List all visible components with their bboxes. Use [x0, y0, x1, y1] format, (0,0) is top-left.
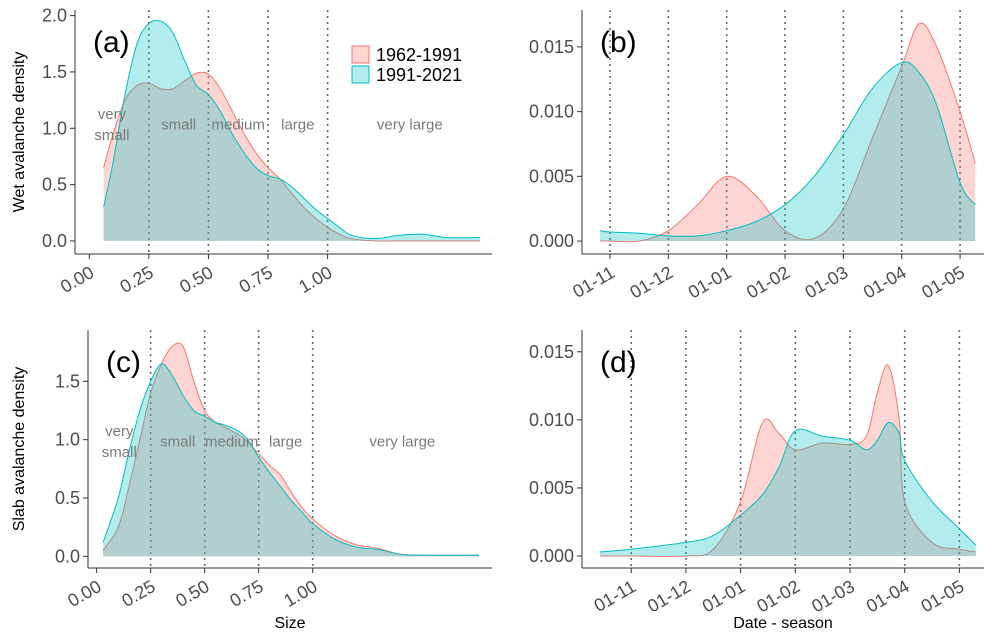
density-area	[600, 422, 976, 557]
class-label: medium	[204, 433, 259, 451]
density-line	[102, 342, 480, 556]
density-area	[103, 342, 480, 557]
legend-swatch	[351, 65, 370, 84]
x-tick-label: 01-12	[644, 576, 694, 616]
x-tick-label: 0.75	[236, 262, 276, 297]
x-tick-label: 0.00	[57, 262, 97, 297]
x-tick-label: 01-11	[569, 262, 618, 302]
density-area	[103, 72, 481, 242]
class-label: large	[281, 116, 315, 134]
x-tick-label: 0.50	[172, 576, 212, 611]
class-label: small	[160, 433, 196, 451]
y-axis-title: Slab avalanche density	[11, 367, 28, 532]
y-tick-label: 0.005	[529, 166, 574, 186]
density-area	[600, 23, 976, 242]
x-tick-label: 1.00	[280, 576, 320, 611]
x-axis-title: Size	[274, 615, 305, 632]
density-line	[102, 363, 480, 556]
panel-label: (c)	[106, 346, 141, 379]
x-tick-label: 01-05	[918, 576, 968, 616]
x-tick-label: 1.00	[295, 262, 335, 297]
x-tick-label: 01-02	[753, 576, 803, 616]
x-tick-label: 01-02	[743, 262, 793, 302]
x-tick-label: 01-12	[626, 262, 676, 302]
class-label: very large	[369, 433, 436, 451]
x-tick-label: 01-01	[699, 576, 749, 616]
x-tick-label: 0.00	[64, 576, 104, 611]
y-tick-label: 1.0	[55, 430, 80, 450]
x-tick-label: 01-04	[863, 576, 913, 616]
density-line	[103, 19, 481, 240]
y-tick-label: 1.5	[55, 371, 80, 391]
x-tick-label: 01-04	[860, 262, 910, 302]
x-tick-label: 0.25	[117, 262, 157, 297]
y-tick-label: 0.000	[529, 546, 574, 566]
panel-label: (a)	[93, 26, 130, 59]
density-area	[600, 61, 976, 242]
density-line	[600, 421, 977, 553]
panel-label: (d)	[600, 346, 637, 379]
y-tick-label: 0.005	[529, 478, 574, 498]
panel-label: (b)	[600, 26, 637, 59]
class-label: very small	[101, 422, 137, 461]
legend-swatch	[351, 45, 370, 64]
density-line	[600, 61, 976, 237]
y-tick-label: 0.010	[529, 102, 574, 122]
x-tick-label: 01-03	[802, 262, 852, 302]
y-tick-label: 0.015	[529, 342, 574, 362]
y-tick-label: 0.000	[529, 231, 574, 251]
y-tick-label: 1.0	[42, 118, 67, 138]
y-tick-label: 0.5	[42, 175, 67, 195]
legend-label: 1991-2021	[376, 65, 462, 85]
density-area	[103, 363, 480, 557]
class-label: medium	[211, 116, 265, 134]
class-label: very large	[376, 116, 443, 134]
y-tick-label: 0.0	[42, 231, 67, 251]
y-axis-title: Wet avalanche density	[11, 52, 28, 213]
x-tick-label: 01-01	[685, 262, 735, 302]
x-tick-label: 01-05	[918, 262, 968, 302]
x-axis-title: Date - season	[733, 615, 833, 632]
density-area	[600, 364, 976, 557]
y-tick-label: 0.010	[529, 410, 574, 430]
class-label: very small	[94, 105, 130, 144]
density-line	[600, 22, 976, 243]
class-label: small	[161, 116, 197, 134]
y-tick-label: 0.5	[55, 488, 80, 508]
density-line	[600, 364, 976, 558]
x-tick-label: 0.75	[226, 576, 266, 611]
y-tick-label: 2.0	[42, 6, 67, 26]
y-tick-label: 0.015	[529, 37, 574, 57]
y-tick-label: 0.0	[55, 546, 80, 566]
density-line	[103, 71, 481, 242]
density-area	[103, 20, 481, 241]
x-tick-label: 01-03	[808, 576, 858, 616]
legend-label: 1962-1991	[376, 45, 462, 65]
y-tick-label: 1.5	[42, 62, 67, 82]
x-tick-label: 01-11	[591, 576, 640, 616]
class-label: large	[268, 433, 303, 451]
x-tick-label: 0.25	[118, 576, 158, 611]
x-tick-label: 0.50	[176, 262, 216, 297]
